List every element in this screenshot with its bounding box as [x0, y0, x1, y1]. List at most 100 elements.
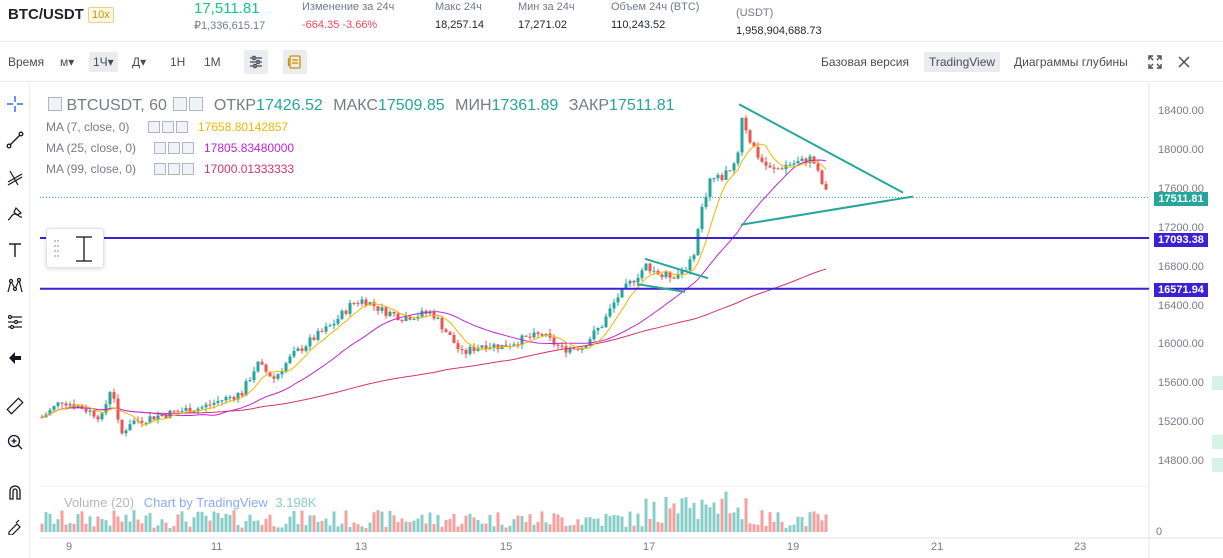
volume-bar	[448, 519, 452, 532]
time-axis-label: 17	[643, 541, 656, 553]
flag-upper-line	[644, 257, 709, 280]
gear-icon[interactable]	[168, 141, 180, 154]
zoom-in-icon[interactable]	[4, 431, 26, 453]
candle-body	[176, 411, 180, 413]
candle-body	[168, 410, 172, 418]
brush-icon[interactable]	[4, 203, 26, 225]
close-icon[interactable]	[176, 120, 188, 133]
gear-icon[interactable]	[162, 120, 174, 133]
pattern-icon[interactable]	[4, 275, 26, 297]
close-icon[interactable]	[182, 141, 194, 154]
candle-body	[356, 303, 360, 305]
volume-bar	[372, 512, 376, 532]
back-arrow-icon[interactable]	[4, 347, 26, 369]
volume-bar	[208, 520, 212, 532]
text-tool-icon[interactable]	[4, 239, 26, 261]
candle-body	[96, 416, 100, 420]
tradingview-watermark[interactable]: Chart by TradingView	[143, 495, 268, 510]
interval-minutes[interactable]: м▾	[60, 55, 75, 69]
volume-bar	[536, 521, 540, 532]
candle-body	[180, 410, 184, 412]
volume-bar	[56, 519, 60, 532]
candle-body	[308, 337, 312, 347]
volume-bar	[752, 524, 756, 532]
candle-body	[428, 311, 432, 314]
view-basic[interactable]: Базовая версия	[821, 55, 909, 69]
view-depth[interactable]: Диаграммы глубины	[1014, 55, 1128, 69]
templates-icon[interactable]	[283, 50, 307, 74]
eye-icon[interactable]	[148, 120, 160, 133]
close-icon[interactable]	[1172, 50, 1196, 74]
volume-bar	[228, 515, 232, 532]
candle-body	[420, 310, 424, 317]
close-icon[interactable]	[182, 162, 194, 175]
candle-body	[332, 323, 336, 326]
floating-drawing-tool[interactable]	[46, 228, 104, 268]
candle-body	[612, 302, 616, 309]
open-label: ОТКР	[213, 97, 257, 114]
volume-bar	[292, 510, 296, 532]
candle-body	[756, 146, 760, 158]
volume-bar	[156, 525, 160, 532]
candle-body	[472, 346, 476, 352]
volume-bar	[72, 523, 76, 532]
candle-body	[708, 178, 712, 197]
candle-body	[144, 422, 148, 424]
candle-body	[788, 164, 792, 166]
interval-1h[interactable]: 1Ч▾	[89, 52, 118, 72]
gear-icon[interactable]	[168, 162, 180, 175]
volume-bar	[140, 523, 144, 532]
ruler-icon[interactable]	[4, 395, 26, 417]
interval-day[interactable]: Д▾	[132, 55, 147, 69]
volume-bar	[428, 512, 432, 532]
volume-bar	[596, 518, 600, 532]
candle-body	[808, 156, 812, 164]
interval-week[interactable]: 1Н	[170, 55, 186, 69]
settings-icon[interactable]	[189, 97, 204, 111]
interval-month[interactable]: 1М	[204, 55, 221, 69]
indicators-icon[interactable]	[244, 50, 268, 74]
toggle-icon[interactable]	[48, 97, 62, 111]
volume-legend: Volume (20) Chart by TradingView 3.198K	[64, 495, 317, 510]
candle-body	[388, 311, 392, 316]
view-tradingview[interactable]: TradingView	[924, 52, 1001, 72]
settings-icon[interactable]	[173, 97, 188, 111]
candle-body	[40, 417, 44, 419]
fib-icon[interactable]	[4, 167, 26, 189]
candle-body	[396, 313, 400, 321]
volume-bar	[720, 498, 724, 532]
candle-body	[324, 326, 328, 332]
candle-body	[696, 229, 700, 256]
candle-body	[364, 299, 368, 306]
magnet-icon[interactable]	[4, 481, 26, 503]
volume-bar	[364, 527, 368, 532]
candle-body	[376, 306, 380, 311]
crosshair-icon[interactable]	[4, 93, 26, 115]
candle-body	[104, 404, 108, 414]
lock-drawing-icon[interactable]	[4, 515, 26, 537]
volume-bar	[368, 522, 372, 532]
volume-bar	[256, 520, 260, 532]
candle-body	[404, 316, 408, 321]
candle-body	[532, 332, 536, 338]
candle-body	[620, 287, 624, 298]
price-chart[interactable]	[40, 83, 1223, 558]
fullscreen-icon[interactable]	[1143, 50, 1167, 74]
volume-bar	[636, 513, 640, 532]
eye-icon[interactable]	[154, 141, 166, 154]
volume-bar	[188, 526, 192, 532]
volume-bar	[128, 521, 132, 532]
volume-bar	[492, 526, 496, 532]
candle-body	[516, 344, 520, 346]
candle-body	[288, 356, 292, 364]
candle-body	[372, 302, 376, 307]
volume-bar	[812, 511, 816, 532]
trend-line-icon[interactable]	[4, 129, 26, 151]
prediction-icon[interactable]	[4, 311, 26, 333]
chart-canvas[interactable]	[40, 83, 1223, 558]
candle-body	[224, 397, 228, 401]
pair-title[interactable]: BTC/USDT	[8, 6, 84, 23]
volume-bar	[584, 517, 588, 532]
eye-icon[interactable]	[154, 162, 166, 175]
volume-bar	[728, 513, 732, 532]
